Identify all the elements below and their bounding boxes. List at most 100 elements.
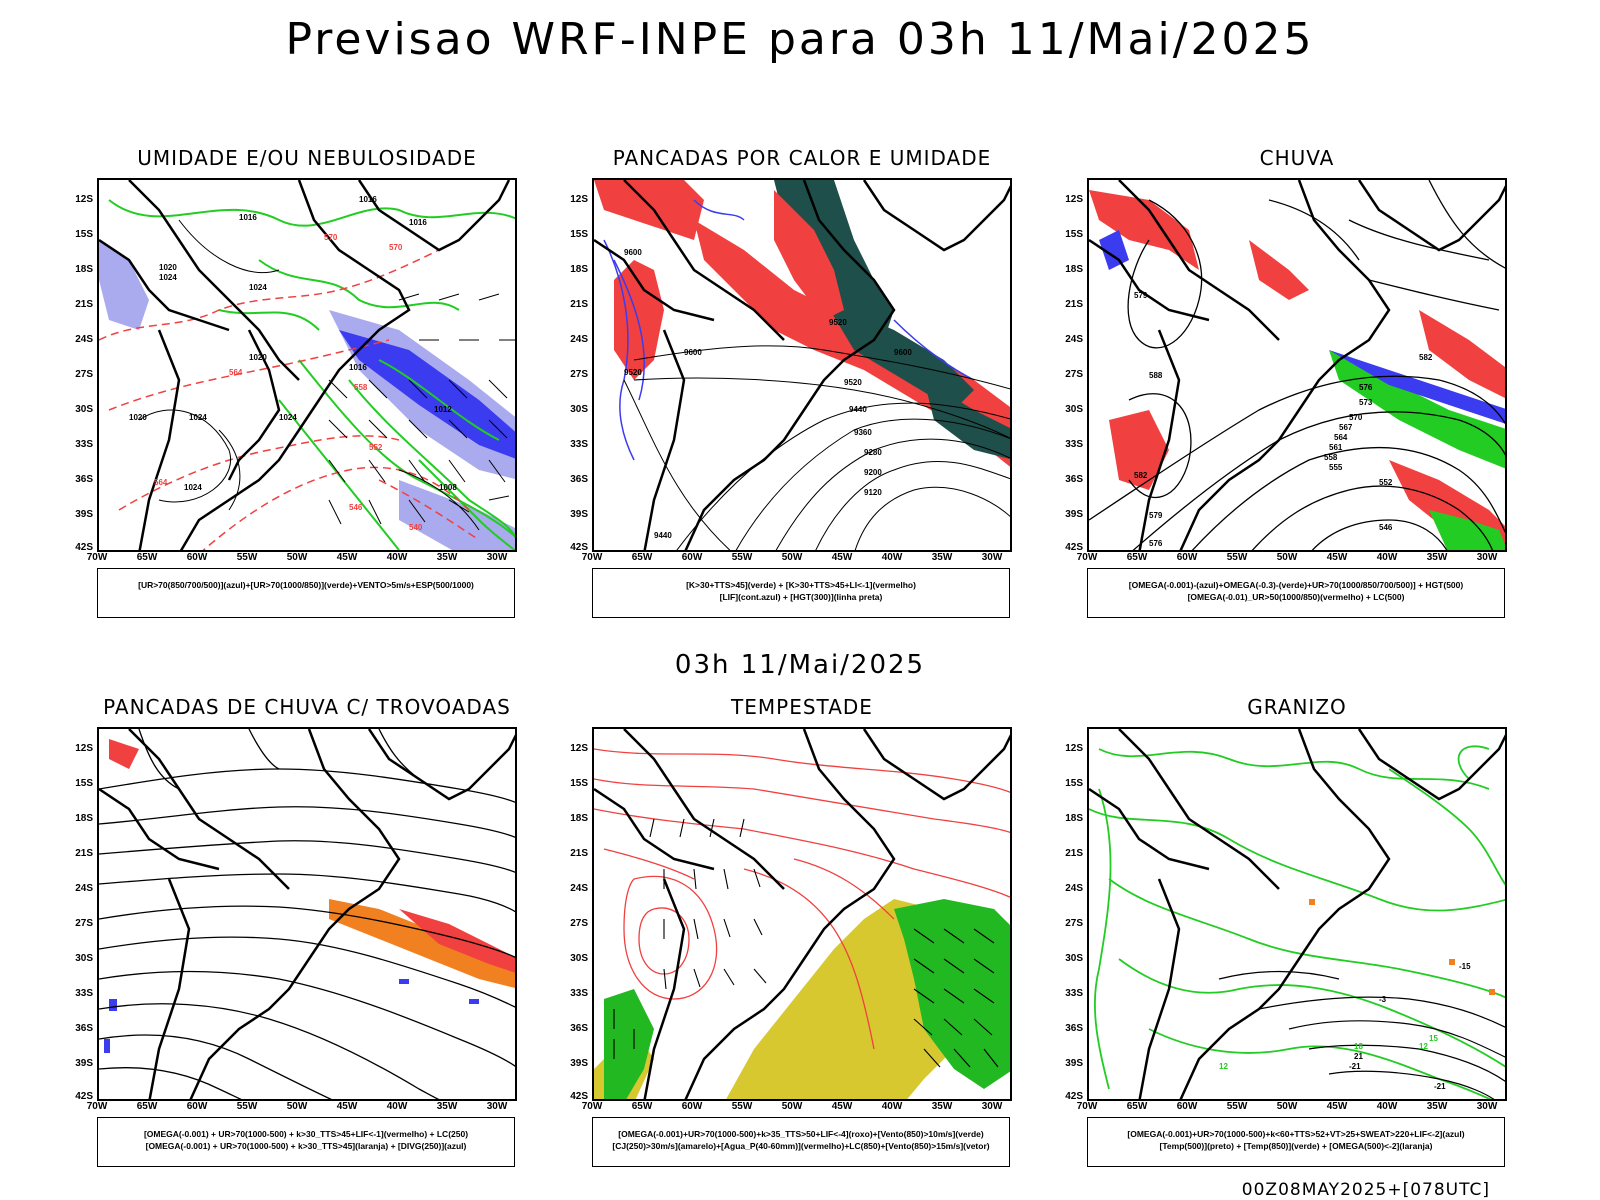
map-trovoadas-svg — [99, 729, 515, 1099]
teal-band-east — [824, 300, 974, 410]
map-tempestade — [592, 727, 1012, 1101]
lat-label: 27S — [75, 369, 93, 380]
map-trovoadas — [97, 727, 517, 1101]
lat-label: 15S — [1065, 778, 1083, 789]
legend-line: [OMEGA(-0.001)-(azul)+OMEGA(-0.3)-(verde… — [1128, 580, 1464, 590]
lon-label: 30W — [1476, 552, 1498, 563]
contour-label: 1016 — [349, 363, 367, 372]
legend-line: [OMEGA(-0.01)_UR>50(1000/850)(vermelho) … — [1187, 592, 1405, 602]
contour-label: 576 — [1149, 539, 1163, 548]
lat-label: 24S — [570, 883, 588, 894]
lat-label: 15S — [75, 778, 93, 789]
lon-label: 50W — [1276, 552, 1298, 563]
contour-label: 1024 — [189, 413, 207, 422]
lat-label: 24S — [75, 883, 93, 894]
lat-label: 12S — [75, 194, 93, 205]
contour-label: 21 — [1354, 1052, 1363, 1061]
lon-label: 70W — [581, 1101, 603, 1112]
lat-label: 33S — [570, 439, 588, 450]
contour-label: 1020 — [129, 413, 147, 422]
contour-label: 18 — [1354, 1042, 1363, 1051]
contour-label: 9600 — [624, 248, 642, 257]
contour-label: 1016 — [239, 213, 257, 222]
lon-label: 55W — [1226, 552, 1248, 563]
orange-band — [329, 899, 515, 988]
lon-label: 50W — [1276, 1101, 1298, 1112]
contour-label: 570 — [389, 243, 403, 252]
contour-label: 558 — [354, 383, 368, 392]
lat-label: 36S — [75, 474, 93, 485]
lat-label: 39S — [75, 509, 93, 520]
lat-label: 24S — [1065, 334, 1083, 345]
teal-band-north — [774, 190, 844, 320]
lon-label: 35W — [1426, 1101, 1448, 1112]
lat-label: 33S — [570, 988, 588, 999]
red-patch-n — [1249, 240, 1309, 300]
lat-label: 36S — [570, 474, 588, 485]
red-band — [399, 909, 515, 973]
map-umidade: 1016 1016 1016 1020 1024 1024 1020 1024 1024 1020… — [97, 178, 517, 552]
lon-label: 40W — [881, 552, 903, 563]
lat-label: 21S — [570, 299, 588, 310]
contour-label: 9440 — [654, 531, 672, 540]
contour-label: 15 — [1429, 1034, 1438, 1043]
lon-label: 35W — [1426, 552, 1448, 563]
lat-label: 30S — [570, 953, 588, 964]
red-region-nw — [594, 180, 704, 240]
lat-label: 42S — [75, 542, 93, 553]
legend-line: [CJ(250)>30m/s](amarelo)+[Agua_P(40-60mm… — [612, 1141, 990, 1151]
map-tempestade-svg — [594, 729, 1010, 1099]
lon-label: 35W — [931, 1101, 953, 1112]
orange-dot — [1449, 959, 1455, 965]
contour-label: 579 — [1134, 291, 1148, 300]
contour-label: 9520 — [844, 378, 862, 387]
lon-label: 30W — [1476, 1101, 1498, 1112]
lat-label: 39S — [570, 1058, 588, 1069]
lat-label: 30S — [570, 404, 588, 415]
lon-label: 65W — [1126, 1101, 1148, 1112]
blue-dot — [469, 999, 479, 1004]
lon-label: 55W — [1226, 1101, 1248, 1112]
lon-label: 60W — [681, 1101, 703, 1112]
lat-label: 21S — [75, 299, 93, 310]
lon-label: 55W — [731, 1101, 753, 1112]
contour-label: 9360 — [854, 428, 872, 437]
red-patch-w — [1109, 410, 1169, 490]
lon-label: 50W — [286, 1101, 308, 1112]
map-granizo: -3 12 15 18 21 -21 -21 -15 12 — [1087, 727, 1507, 1101]
blue-band — [1329, 350, 1505, 424]
contour-label: 1016 — [409, 218, 427, 227]
legend-line: [OMEGA(-0.001) + UR>70(1000-500) + k>30_… — [145, 1141, 467, 1151]
humidity-band-dark — [339, 330, 515, 459]
lat-label: 27S — [570, 918, 588, 929]
blue-dot — [109, 999, 117, 1011]
lat-label: 33S — [75, 988, 93, 999]
orange-dot — [1489, 989, 1495, 995]
lon-label: 35W — [436, 552, 458, 563]
lat-label: 39S — [570, 509, 588, 520]
panel-title: GRANIZO — [1247, 695, 1347, 719]
lat-label: 21S — [1065, 299, 1083, 310]
contour-label: 576 — [1359, 383, 1373, 392]
orange-dot — [1309, 899, 1315, 905]
contour-label: -15 — [1459, 962, 1471, 971]
lat-label: 36S — [1065, 474, 1083, 485]
contour-label: 1016 — [359, 195, 377, 204]
panel-title: TEMPESTADE — [731, 695, 873, 719]
lon-label: 65W — [631, 1101, 653, 1112]
lat-label: 24S — [75, 334, 93, 345]
lon-label: 40W — [881, 1101, 903, 1112]
lat-label: 39S — [75, 1058, 93, 1069]
lon-label: 35W — [931, 552, 953, 563]
contour-label: 564 — [229, 368, 243, 377]
lat-label: 42S — [75, 1091, 93, 1102]
panel-title: PANCADAS DE CHUVA C/ TROVOADAS — [103, 695, 511, 719]
contour-label: 573 — [1359, 398, 1373, 407]
legend-line: [K>30+TTS>45](verde) + [K>30+TTS>45+LI<-… — [686, 580, 916, 590]
lon-label: 65W — [1126, 552, 1148, 563]
lat-label: 21S — [75, 848, 93, 859]
contour-label: 9600 — [684, 348, 702, 357]
lon-label: 40W — [386, 1101, 408, 1112]
